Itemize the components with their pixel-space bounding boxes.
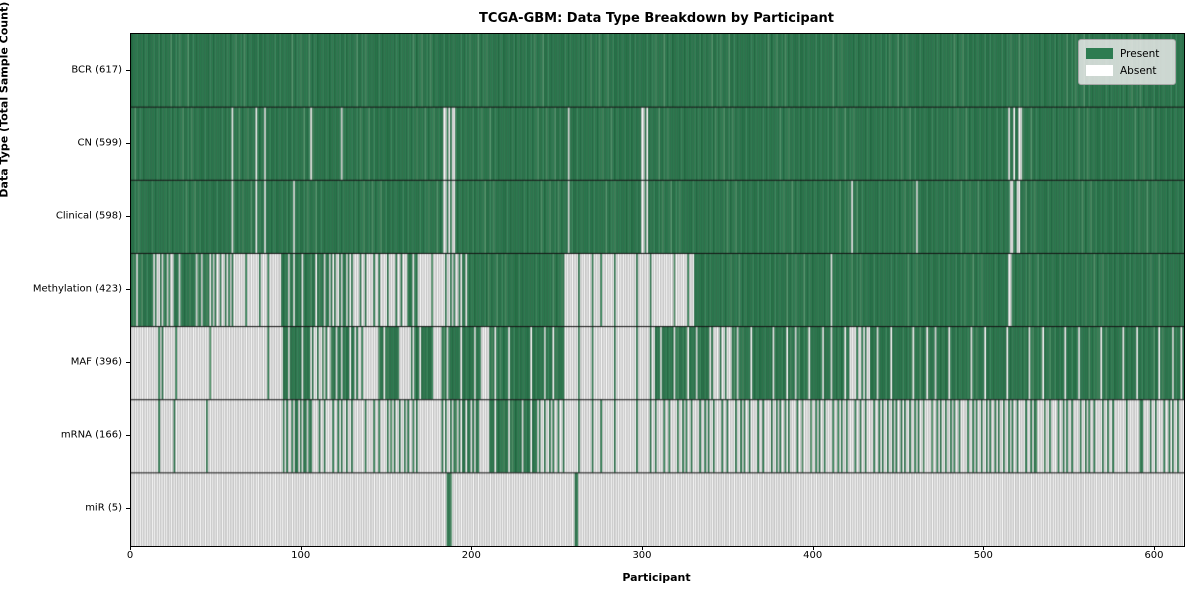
x-tick-mark (641, 546, 643, 550)
x-tick-label-500: 500 (973, 550, 993, 561)
x-tick-mark (812, 546, 814, 550)
legend-label-present: Present (1120, 47, 1160, 60)
y-tick-mark (126, 508, 130, 510)
legend: Present Absent (1078, 39, 1176, 85)
y-tick-label-methylation: Methylation (423) (32, 283, 122, 295)
absent-swatch (1086, 65, 1113, 76)
legend-label-absent: Absent (1120, 64, 1157, 77)
y-tick-mark (126, 142, 130, 144)
y-tick-label-mrna: mRNA (166) (60, 429, 122, 441)
x-tick-mark (130, 546, 131, 550)
x-tick-mark (471, 546, 473, 550)
y-tick-label-bcr: BCR (617) (71, 64, 122, 76)
y-tick-label-clinical: Clinical (598) (55, 210, 122, 222)
chart-title: TCGA-GBM: Data Type Breakdown by Partici… (479, 11, 834, 26)
y-tick-mark (126, 435, 130, 437)
y-tick-mark (126, 215, 130, 217)
plot-area (130, 33, 1185, 547)
x-tick-label-0: 0 (126, 550, 134, 561)
x-tick-label-200: 200 (461, 550, 481, 561)
x-tick-mark (1153, 546, 1155, 550)
y-tick-mark (126, 69, 130, 71)
x-tick-mark (983, 546, 985, 550)
x-tick-label-600: 600 (1144, 550, 1164, 561)
presence-heatmap-canvas (131, 34, 1184, 546)
x-tick-label-300: 300 (632, 550, 652, 561)
y-tick-mark (126, 289, 130, 290)
legend-item-present: Present (1086, 45, 1167, 62)
y-tick-label-cn: CN (599) (77, 137, 122, 149)
y-axis-label: Data Type (Total Sample Count) (0, 1, 11, 198)
y-tick-label-mir: miR (5) (85, 502, 122, 514)
x-tick-mark (300, 546, 302, 550)
y-tick-label-maf: MAF (396) (70, 356, 122, 368)
y-tick-mark (126, 362, 130, 364)
present-swatch (1086, 48, 1113, 59)
x-tick-label-100: 100 (291, 550, 311, 561)
x-tick-label-400: 400 (803, 550, 823, 561)
x-axis-label: Participant (622, 571, 691, 584)
legend-item-absent: Absent (1086, 62, 1167, 79)
